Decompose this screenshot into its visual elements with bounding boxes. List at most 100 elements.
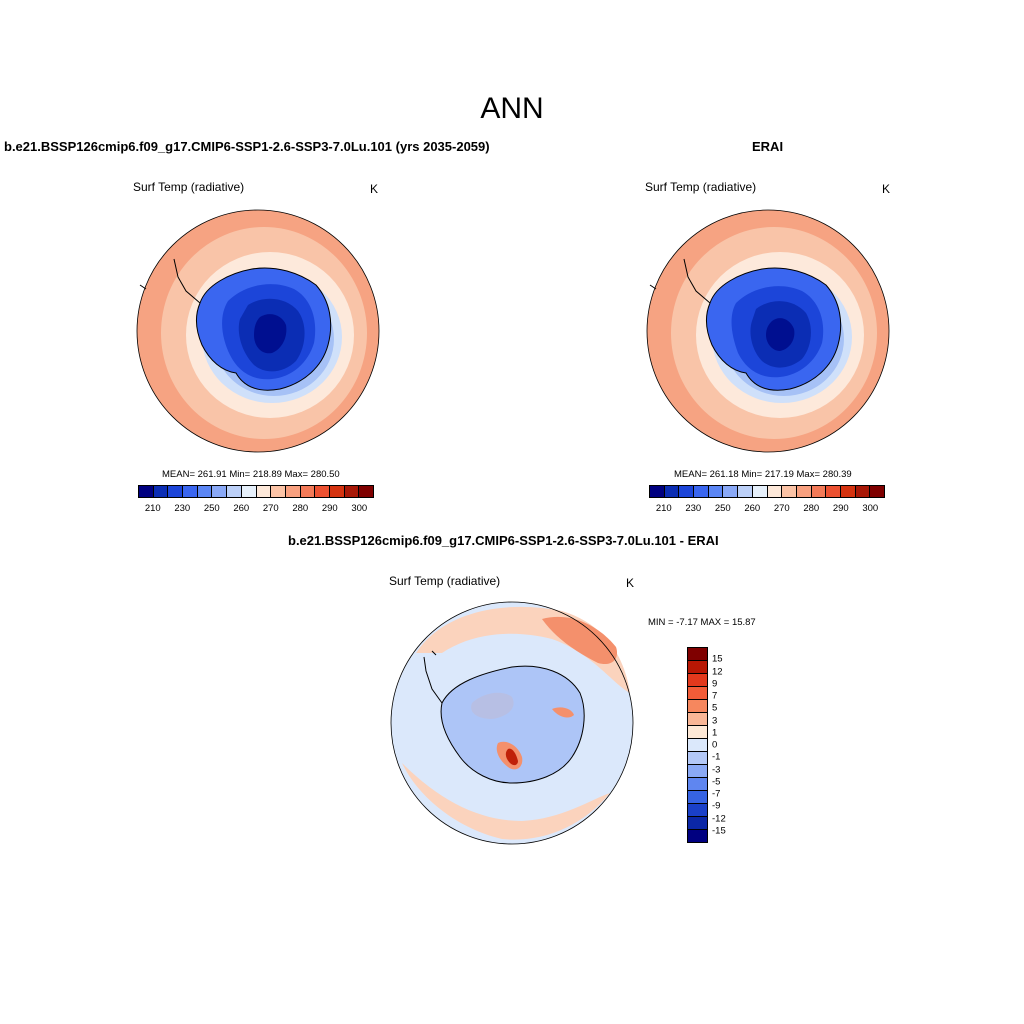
diff-panel-title: b.e21.BSSP126cmip6.f09_g17.CMIP6-SSP1-2.… bbox=[288, 533, 719, 548]
colorbar-cell bbox=[688, 829, 707, 842]
colorbar-tick-label: 290 bbox=[832, 503, 849, 514]
colorbar-cell bbox=[688, 803, 707, 816]
colorbar-cell bbox=[707, 486, 723, 497]
colorbar-cell bbox=[196, 486, 212, 497]
right-stats: MEAN= 261.18 Min= 217.19 Max= 280.39 bbox=[674, 469, 852, 480]
colorbar-cell bbox=[650, 486, 664, 497]
colorbar-tick-label: -3 bbox=[712, 764, 721, 775]
diff-variable-label: Surf Temp (radiative) bbox=[389, 574, 501, 588]
colorbar-cell bbox=[688, 648, 707, 660]
colorbar-tick-label: 15 bbox=[712, 653, 723, 665]
colorbar-tick-label: -7 bbox=[712, 788, 721, 800]
colorbar-tick-label: 280 bbox=[292, 503, 309, 514]
colorbar-cell bbox=[737, 486, 752, 497]
colorbar-cell bbox=[688, 738, 707, 751]
left-variable-label: Surf Temp (radiative) bbox=[133, 180, 245, 194]
colorbar-cell bbox=[678, 486, 694, 497]
colorbar-cell bbox=[255, 486, 271, 497]
colorbar-cell bbox=[854, 486, 870, 497]
colorbar-cell bbox=[299, 486, 315, 497]
right-units-label: K bbox=[882, 182, 891, 196]
colorbar-cell bbox=[722, 486, 738, 497]
diff-polar-map bbox=[390, 601, 634, 845]
colorbar-cell bbox=[328, 486, 344, 497]
colorbar-cell bbox=[869, 486, 884, 497]
colorbar-cell bbox=[314, 486, 329, 497]
colorbar-cell bbox=[182, 486, 197, 497]
right-colorbar bbox=[649, 485, 885, 498]
diff-stats: MIN = -7.17 MAX = 15.87 bbox=[648, 617, 756, 628]
diff-colorbar bbox=[687, 647, 708, 843]
figure-title: ANN bbox=[480, 92, 544, 125]
colorbar-tick-label: 230 bbox=[174, 503, 191, 514]
colorbar-cell bbox=[688, 764, 707, 777]
colorbar-tick-label: 300 bbox=[351, 503, 368, 514]
colorbar-cell bbox=[766, 486, 782, 497]
colorbar-cell bbox=[240, 486, 256, 497]
colorbar-cell bbox=[781, 486, 796, 497]
colorbar-cell bbox=[839, 486, 855, 497]
colorbar-cell bbox=[688, 790, 707, 803]
colorbar-cell bbox=[211, 486, 227, 497]
colorbar-cell bbox=[343, 486, 359, 497]
colorbar-cell bbox=[688, 660, 707, 673]
colorbar-tick-label: 7 bbox=[712, 690, 718, 702]
diff-colorbar-ticks: 15 12 9 7 5 3 1 0 -1 -3 -5 -7 -9 -12 -15 bbox=[712, 647, 742, 843]
colorbar-cell bbox=[688, 725, 707, 738]
colorbar-cell bbox=[810, 486, 826, 497]
colorbar-tick-label: 210 bbox=[144, 503, 161, 514]
colorbar-tick-label: 270 bbox=[262, 503, 279, 514]
colorbar-cell bbox=[167, 486, 183, 497]
colorbar-tick-label: 250 bbox=[203, 503, 220, 514]
colorbar-tick-label: 3 bbox=[712, 715, 718, 726]
right-polar-map bbox=[646, 209, 890, 453]
colorbar-tick-label: 0 bbox=[712, 739, 718, 751]
diff-units-label: K bbox=[626, 576, 635, 590]
colorbar-tick-label: 1 bbox=[712, 727, 718, 739]
colorbar-cell bbox=[358, 486, 373, 497]
colorbar-cell bbox=[688, 751, 707, 764]
colorbar-tick-label: 260 bbox=[233, 503, 250, 514]
left-stats: MEAN= 261.91 Min= 218.89 Max= 280.50 bbox=[162, 469, 340, 480]
colorbar-tick-label: 250 bbox=[714, 503, 731, 514]
colorbar-cell bbox=[688, 816, 707, 829]
left-colorbar bbox=[138, 485, 374, 498]
left-units-label: K bbox=[370, 182, 379, 196]
colorbar-tick-label: 270 bbox=[773, 503, 790, 514]
colorbar-tick-label: 260 bbox=[744, 503, 761, 514]
colorbar-cell bbox=[663, 486, 679, 497]
colorbar-cell bbox=[751, 486, 767, 497]
colorbar-cell bbox=[284, 486, 300, 497]
colorbar-cell bbox=[270, 486, 285, 497]
colorbar-cell bbox=[152, 486, 168, 497]
colorbar-tick-label: -5 bbox=[712, 776, 721, 788]
colorbar-tick-label: 9 bbox=[712, 678, 718, 690]
colorbar-tick-label: -1 bbox=[712, 751, 721, 763]
colorbar-tick-label: 12 bbox=[712, 666, 723, 677]
colorbar-cell bbox=[688, 777, 707, 790]
colorbar-tick-label: 290 bbox=[321, 503, 338, 514]
right-colorbar-ticks: 210 230 250 260 270 280 290 300 bbox=[649, 503, 885, 515]
colorbar-cell bbox=[795, 486, 811, 497]
colorbar-cell bbox=[226, 486, 241, 497]
colorbar-cell bbox=[688, 712, 707, 725]
left-panel-title: b.e21.BSSP126cmip6.f09_g17.CMIP6-SSP1-2.… bbox=[4, 139, 490, 154]
colorbar-tick-label: 300 bbox=[862, 503, 879, 514]
left-polar-map bbox=[136, 209, 380, 453]
colorbar-tick-label: -15 bbox=[712, 825, 726, 837]
colorbar-cell bbox=[825, 486, 840, 497]
right-panel-title: ERAI bbox=[752, 139, 784, 154]
colorbar-tick-label: 230 bbox=[685, 503, 702, 514]
left-colorbar-ticks: 210 230 250 260 270 280 290 300 bbox=[138, 503, 374, 515]
colorbar-tick-label: -12 bbox=[712, 813, 726, 824]
right-variable-label: Surf Temp (radiative) bbox=[645, 180, 757, 194]
colorbar-cell bbox=[688, 699, 707, 712]
colorbar-cell bbox=[688, 686, 707, 699]
colorbar-tick-label: -9 bbox=[712, 800, 721, 812]
colorbar-cell bbox=[688, 673, 707, 686]
colorbar-tick-label: 280 bbox=[803, 503, 820, 514]
colorbar-cell bbox=[693, 486, 708, 497]
colorbar-tick-label: 210 bbox=[655, 503, 672, 514]
colorbar-cell bbox=[139, 486, 153, 497]
colorbar-tick-label: 5 bbox=[712, 702, 718, 714]
